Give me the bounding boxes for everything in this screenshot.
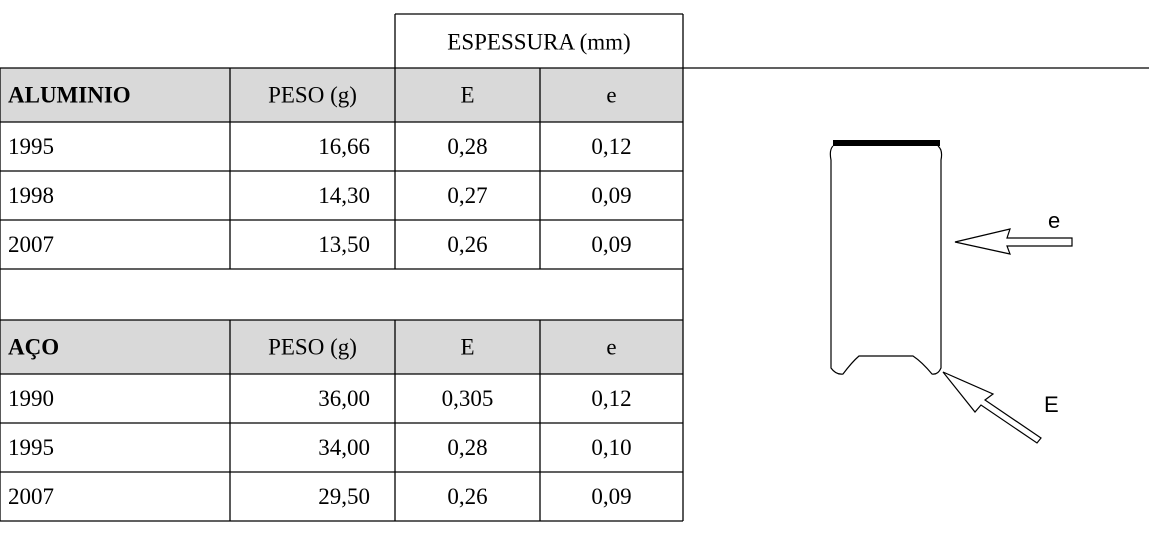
can-diagram	[829, 140, 1073, 444]
cell: 2007	[8, 232, 54, 257]
cell: 0,09	[591, 484, 631, 509]
cell: 0,305	[442, 386, 494, 411]
arrow-E	[942, 371, 1042, 444]
cell: 16,66	[318, 134, 370, 159]
column-header: E	[460, 334, 474, 359]
label-e: e	[1048, 208, 1060, 233]
column-header: e	[606, 334, 616, 359]
cell: 34,00	[318, 435, 370, 460]
column-header: PESO (g)	[268, 82, 357, 107]
cell: 0,09	[591, 183, 631, 208]
column-header: ALUMINIO	[8, 82, 131, 107]
cell: 0,27	[447, 183, 487, 208]
cell: 0,09	[591, 232, 631, 257]
can-body	[829, 145, 943, 375]
label-E: E	[1044, 392, 1059, 417]
header-row-bg	[0, 320, 683, 374]
cell: 0,26	[447, 232, 487, 257]
cell: 13,50	[318, 232, 370, 257]
header-row-bg	[0, 68, 683, 122]
column-header: AÇO	[8, 334, 59, 359]
cell: 0,28	[447, 134, 487, 159]
cell: 1995	[8, 435, 54, 460]
column-header: E	[460, 82, 474, 107]
cell: 14,30	[318, 183, 370, 208]
cell: 1998	[8, 183, 54, 208]
arrow-e	[954, 228, 1073, 255]
cell: 0,12	[591, 134, 631, 159]
cell: 0,12	[591, 386, 631, 411]
cell: 36,00	[318, 386, 370, 411]
cell: 0,28	[447, 435, 487, 460]
column-header: PESO (g)	[268, 334, 357, 359]
cell: 1990	[8, 386, 54, 411]
thickness-header: ESPESSURA (mm)	[447, 29, 630, 54]
cell: 0,26	[447, 484, 487, 509]
column-header: e	[606, 82, 616, 107]
cell: 0,10	[591, 435, 631, 460]
cell: 1995	[8, 134, 54, 159]
cell: 29,50	[318, 484, 370, 509]
cell: 2007	[8, 484, 54, 509]
